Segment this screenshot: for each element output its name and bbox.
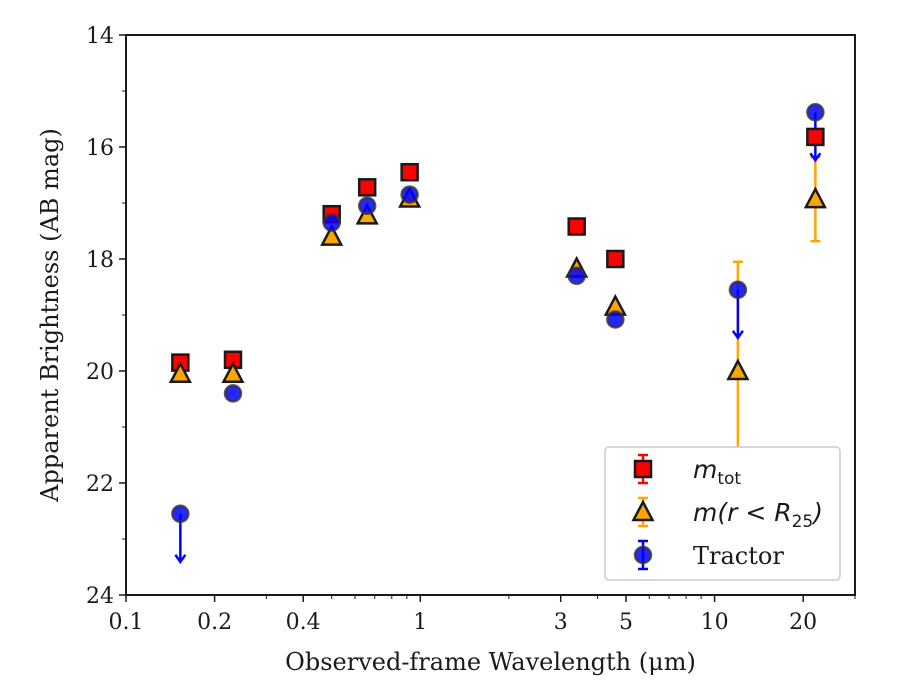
- y-tick-label: 16: [86, 136, 114, 161]
- data-point-triangle: [221, 361, 245, 384]
- legend-entry: mtot: [633, 453, 741, 489]
- markers-layer: [168, 103, 827, 524]
- data-point-circle: [806, 103, 825, 122]
- legend-marker: [633, 459, 653, 479]
- data-point-circle: [567, 266, 586, 286]
- legend-entry: Tractor: [633, 539, 784, 571]
- data-point-circle: [606, 310, 625, 329]
- data-point-square: [400, 162, 419, 182]
- y-tick-label: 20: [86, 360, 114, 385]
- y-tick-label: 14: [86, 24, 114, 49]
- data-point-triangle: [168, 361, 192, 384]
- x-axis-label: Observed-frame Wavelength (μm): [285, 648, 696, 676]
- y-tick-label: 18: [86, 248, 114, 273]
- legend-marker: [631, 499, 655, 522]
- data-point-circle: [400, 185, 419, 204]
- x-tick-label: 0.1: [109, 610, 144, 635]
- legend: mtot m(r < R25) Tractor: [604, 446, 841, 581]
- data-point-square: [606, 249, 625, 269]
- legend-box: [604, 446, 841, 581]
- data-point-circle: [357, 196, 377, 216]
- x-tick-label: 0.2: [197, 610, 232, 635]
- x-tick-label: 1: [413, 610, 427, 635]
- x-tick-label: 10: [701, 610, 729, 635]
- upper-limit-arrowhead: [731, 330, 744, 340]
- legend-entries: mtot m(r < R25) Tractor: [631, 453, 823, 571]
- legend-entry: m(r < R25): [631, 496, 823, 532]
- data-point-circle: [171, 504, 190, 524]
- data-point-square: [357, 178, 377, 197]
- upper-limit-arrowhead: [809, 152, 822, 163]
- x-tick-label: 3: [554, 610, 568, 635]
- x-tick-label: 20: [789, 610, 817, 635]
- y-tick-label: 22: [86, 472, 114, 497]
- ticks-layer: 0.1 0.2 0.4 1 3 5 10 20 14 16 18 20 22 24: [86, 24, 856, 635]
- data-point-circle: [728, 280, 748, 300]
- y-tick-label: 24: [86, 584, 114, 609]
- x-tick-label: 0.4: [286, 610, 321, 635]
- data-point-square: [806, 127, 825, 147]
- data-point-triangle: [803, 186, 827, 209]
- legend-label: Tractor: [693, 542, 784, 570]
- legend-label: m(r < R25): [693, 498, 823, 532]
- data-point-triangle: [320, 223, 344, 246]
- x-tick-label: 5: [619, 610, 633, 635]
- data-point-circle: [223, 384, 243, 403]
- upper-limit-arrowhead: [174, 554, 187, 564]
- data-point-triangle: [726, 358, 750, 381]
- data-point-circle: [322, 213, 341, 232]
- plot-frame: [125, 34, 856, 596]
- legend-marker: [633, 545, 653, 565]
- y-axis-label: Apparent Brightness (AB mag): [36, 128, 64, 503]
- data-point-square: [567, 217, 586, 236]
- legend-label: mtot: [693, 455, 741, 489]
